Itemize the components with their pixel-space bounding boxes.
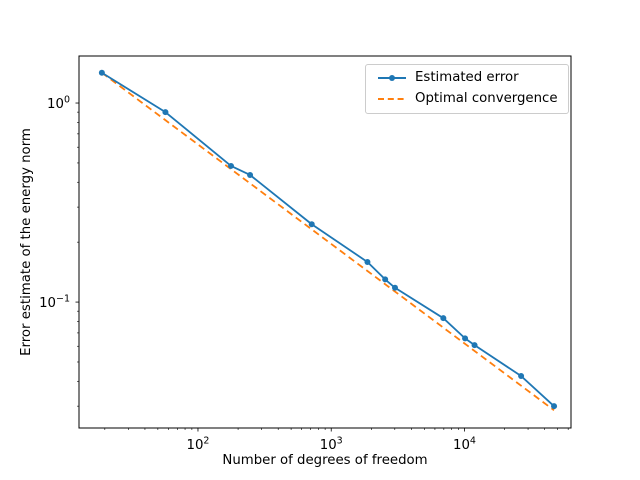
legend-item-optimal-convergence: Optimal convergence	[377, 91, 558, 107]
data-point-marker	[440, 315, 447, 322]
data-point-marker	[391, 284, 398, 291]
legend-line-sample-solid	[378, 75, 406, 81]
data-point-marker	[98, 69, 105, 76]
legend: Estimated error Optimal convergence	[365, 64, 569, 114]
data-point-marker	[247, 171, 254, 178]
data-point-marker	[382, 276, 389, 283]
legend-label-optimal-convergence: Optimal convergence	[415, 91, 558, 106]
data-point-marker	[518, 373, 525, 380]
legend-item-estimated-error: Estimated error	[377, 70, 558, 86]
data-point-marker	[308, 221, 315, 228]
plot-frame	[78, 55, 572, 429]
legend-label-estimated-error: Estimated error	[415, 70, 519, 85]
x-axis-label: Number of degrees of freedom	[222, 453, 427, 468]
data-point-marker	[364, 258, 371, 265]
data-point-marker	[471, 342, 478, 349]
data-point-marker	[228, 162, 235, 169]
y-axis-label: Error estimate of the energy norm	[19, 128, 34, 356]
data-point-marker	[462, 335, 469, 342]
legend-line-sample-dashed	[378, 98, 406, 100]
data-point-marker	[551, 403, 558, 410]
data-point-marker	[162, 109, 169, 116]
optimal-convergence-line	[101, 71, 555, 412]
